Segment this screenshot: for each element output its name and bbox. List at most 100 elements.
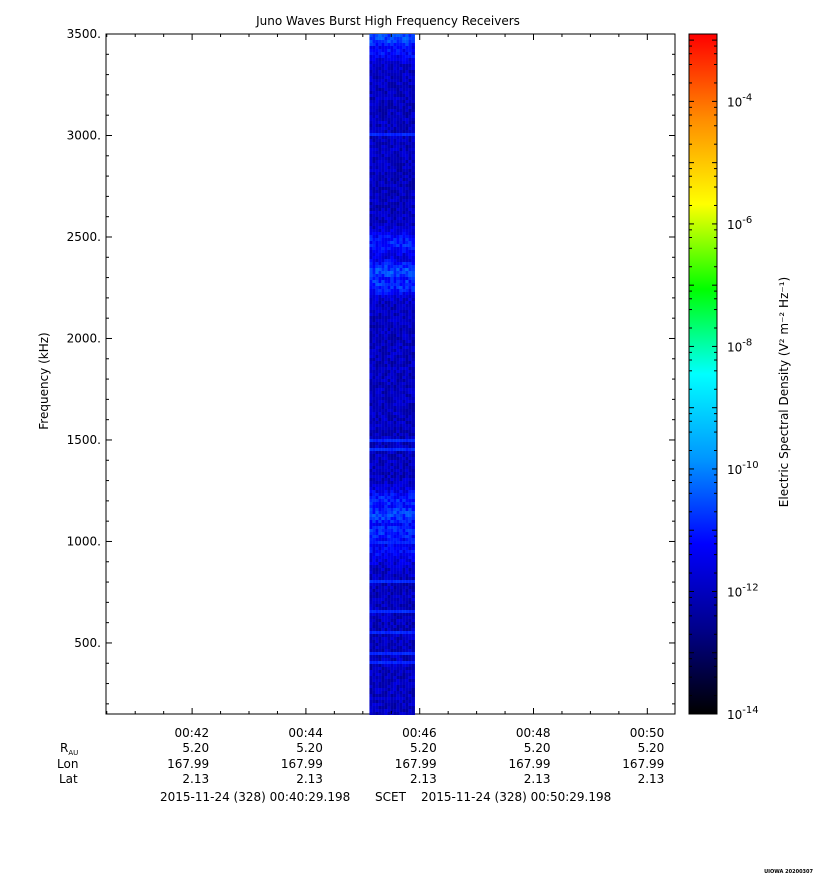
spectrogram-cell (405, 607, 409, 610)
spectrogram-cell (405, 280, 409, 283)
spectrogram-cell (402, 34, 406, 37)
spectrogram-cell (405, 514, 409, 517)
spectrogram-cell (405, 70, 409, 73)
spectrogram-cell (402, 547, 406, 550)
spectrogram-cell (369, 52, 373, 55)
spectrogram-cell (390, 115, 394, 118)
spectrogram-cell (387, 43, 391, 46)
spectrogram-cell (390, 205, 394, 208)
spectrogram-cell (399, 223, 403, 226)
spectrogram-cell (396, 427, 400, 430)
spectrogram-cell (378, 556, 382, 559)
spectrogram-cell (375, 460, 379, 463)
spectrogram-cell (390, 103, 394, 106)
spectrogram-cell (399, 658, 403, 661)
spectrogram-cell (405, 475, 409, 478)
spectrogram-cell (381, 499, 385, 502)
spectrogram-cell (369, 313, 373, 316)
spectrogram-cell (405, 181, 409, 184)
spectrogram-cell (375, 316, 379, 319)
spectrogram-cell (378, 346, 382, 349)
spectrogram-cell (378, 112, 382, 115)
spectrogram-cell (390, 316, 394, 319)
spectrogram-cell (408, 451, 412, 454)
spectrogram-cell (378, 616, 382, 619)
spectrogram-cell (372, 391, 376, 394)
spectrogram-cell (372, 109, 376, 112)
spectrogram-cell (369, 424, 373, 427)
spectrogram-cell (384, 433, 388, 436)
spectrogram-cell (378, 292, 382, 295)
spectrogram-cell (369, 328, 373, 331)
spectrogram-cell (369, 91, 373, 94)
spectrogram-image (369, 34, 415, 715)
spectrogram-cell (408, 145, 412, 148)
spectrogram-cell (372, 436, 376, 439)
spectrogram-cell (399, 460, 403, 463)
spectrogram-cell (378, 313, 382, 316)
spectrogram-cell (372, 154, 376, 157)
spectrogram-cell (408, 166, 412, 169)
spectrogram-cell (375, 628, 379, 631)
spectrogram-cell (399, 511, 403, 514)
spectrogram-cell (381, 208, 385, 211)
spectrogram-cell (399, 133, 403, 136)
spectrogram-cell (411, 661, 415, 664)
spectrogram-cell (381, 529, 385, 532)
spectrogram-cell (396, 382, 400, 385)
spectrogram-cell (378, 454, 382, 457)
spectrogram-cell (390, 40, 394, 43)
spectrogram-cell (396, 463, 400, 466)
spectrogram-cell (372, 358, 376, 361)
spectrogram-cell (372, 265, 376, 268)
spectrogram-cell (390, 343, 394, 346)
spectrogram-cell (405, 76, 409, 79)
spectrogram-cell (378, 628, 382, 631)
spectrogram-cell (396, 103, 400, 106)
spectrogram-cell (399, 463, 403, 466)
spectrogram-cell (411, 496, 415, 499)
spectrogram-cell (411, 346, 415, 349)
spectrogram-cell (399, 268, 403, 271)
spectrogram-cell (396, 307, 400, 310)
spectrogram-cell (399, 37, 403, 40)
spectrogram-cell (369, 61, 373, 64)
spectrogram-cell (402, 634, 406, 637)
spectrogram-cell (372, 520, 376, 523)
spectrogram-cell (372, 469, 376, 472)
spectrogram-cell (372, 412, 376, 415)
spectrogram-cell (393, 133, 397, 136)
spectrogram-cell (378, 148, 382, 151)
spectrogram-cell (387, 307, 391, 310)
spectrogram-cell (396, 559, 400, 562)
spectrogram-cell (390, 226, 394, 229)
spectrogram-cell (369, 49, 373, 52)
spectrogram-cell (387, 598, 391, 601)
spectrogram-cell (405, 265, 409, 268)
spectrogram-cell (408, 553, 412, 556)
spectrogram-cell (369, 703, 373, 706)
spectrogram-cell (399, 73, 403, 76)
spectrogram-cell (378, 625, 382, 628)
spectrogram-cell (384, 463, 388, 466)
spectrogram-cell (393, 76, 397, 79)
spectrogram-cell (396, 178, 400, 181)
spectrogram-cell (390, 346, 394, 349)
spectrogram-cell (405, 634, 409, 637)
spectrogram-cell (369, 697, 373, 700)
spectrogram-cell (399, 529, 403, 532)
spectrogram-cell (402, 484, 406, 487)
spectrogram-cell (405, 289, 409, 292)
spectrogram-cell (387, 388, 391, 391)
spectrogram-cell (411, 373, 415, 376)
spectrogram-cell (411, 127, 415, 130)
spectrogram-cell (411, 256, 415, 259)
spectrogram-cell (396, 322, 400, 325)
spectrogram-cell (393, 124, 397, 127)
spectrogram-cell (402, 649, 406, 652)
spectrogram-cell (384, 343, 388, 346)
spectrogram-cell (369, 490, 373, 493)
spectrogram-cell (396, 349, 400, 352)
spectrogram-cell (381, 673, 385, 676)
spectrogram-cell (378, 139, 382, 142)
